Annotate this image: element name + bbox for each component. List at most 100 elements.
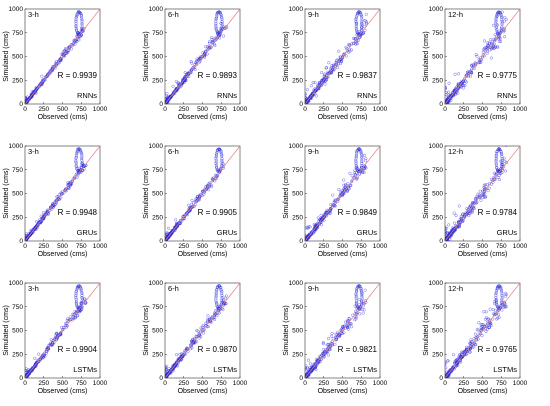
data-point bbox=[215, 288, 219, 292]
y-tick-label: 0 bbox=[159, 375, 163, 382]
data-point bbox=[354, 309, 358, 313]
x-tick-label: 750 bbox=[496, 243, 507, 250]
y-tick-label: 750 bbox=[432, 304, 443, 311]
data-point bbox=[218, 306, 222, 310]
data-point bbox=[27, 97, 31, 101]
x-tick-label: 250 bbox=[458, 106, 469, 113]
data-point bbox=[219, 150, 223, 154]
model-label: GRUs bbox=[497, 228, 518, 237]
data-point bbox=[25, 96, 28, 100]
x-tick-label: 1000 bbox=[93, 106, 108, 113]
data-point bbox=[32, 227, 36, 231]
data-point bbox=[219, 165, 223, 169]
data-point bbox=[54, 60, 58, 64]
data-point bbox=[167, 226, 171, 230]
x-tick-label: 500 bbox=[197, 106, 208, 113]
data-point bbox=[504, 146, 508, 147]
data-point bbox=[322, 215, 326, 219]
data-point bbox=[309, 84, 314, 88]
x-tick-label: 250 bbox=[458, 380, 469, 387]
x-axis-label: Observed (cms) bbox=[38, 388, 88, 395]
data-point bbox=[360, 16, 364, 20]
data-point bbox=[220, 153, 224, 157]
data-point bbox=[467, 211, 471, 215]
data-point bbox=[224, 24, 228, 28]
y-tick-label: 1000 bbox=[429, 280, 444, 287]
data-point bbox=[355, 151, 359, 155]
r-value-label: R = 0.9870 bbox=[198, 345, 238, 354]
data-point bbox=[196, 329, 200, 333]
data-point bbox=[494, 291, 498, 296]
data-point bbox=[314, 88, 318, 92]
data-point bbox=[341, 328, 345, 332]
data-point bbox=[41, 355, 46, 359]
data-point bbox=[494, 151, 498, 155]
data-point bbox=[461, 219, 465, 223]
data-point bbox=[321, 342, 325, 346]
y-axis-label: Simulated (cms) bbox=[3, 31, 10, 82]
data-point bbox=[325, 75, 329, 79]
one-to-one-line bbox=[164, 145, 241, 242]
data-point bbox=[453, 72, 457, 76]
y-tick-label: 1000 bbox=[9, 6, 24, 13]
data-point bbox=[172, 364, 176, 368]
data-point bbox=[472, 336, 476, 341]
data-point bbox=[305, 225, 309, 229]
model-label: LSTMs bbox=[213, 365, 237, 374]
data-point bbox=[167, 366, 171, 370]
y-tick-label: 750 bbox=[152, 304, 163, 311]
data-point bbox=[204, 187, 208, 191]
data-point bbox=[214, 155, 218, 159]
data-point bbox=[64, 321, 68, 325]
lead-time-label: 12-h bbox=[448, 284, 463, 293]
data-point bbox=[165, 372, 167, 376]
data-point bbox=[205, 52, 209, 56]
data-point bbox=[165, 231, 169, 235]
data-point bbox=[355, 175, 359, 179]
data-point bbox=[220, 23, 224, 27]
lead-time-label: 9-h bbox=[308, 147, 319, 156]
data-point bbox=[495, 287, 499, 291]
x-tick-label: 1000 bbox=[513, 243, 528, 250]
data-point bbox=[494, 172, 498, 176]
y-tick-label: 250 bbox=[292, 214, 303, 221]
x-tick-label: 500 bbox=[477, 380, 488, 387]
data-point bbox=[469, 338, 473, 342]
data-point bbox=[360, 25, 364, 29]
data-point bbox=[495, 303, 499, 307]
y-tick-label: 500 bbox=[292, 191, 303, 198]
data-point bbox=[502, 157, 506, 161]
data-point bbox=[494, 297, 498, 301]
data-point bbox=[361, 311, 365, 315]
data-point bbox=[56, 194, 60, 198]
data-point bbox=[38, 357, 42, 361]
data-point bbox=[360, 300, 364, 304]
data-point bbox=[75, 314, 79, 318]
data-point bbox=[75, 151, 79, 155]
data-point bbox=[456, 82, 460, 86]
data-point bbox=[165, 233, 167, 237]
x-tick-label: 0 bbox=[303, 243, 307, 250]
y-tick-label: 500 bbox=[292, 328, 303, 335]
x-tick-label: 500 bbox=[57, 243, 68, 250]
y-axis-label: Simulated (cms) bbox=[283, 31, 290, 82]
y-axis-label: Simulated (cms) bbox=[3, 305, 10, 356]
data-point bbox=[473, 61, 477, 65]
x-tick-label: 0 bbox=[23, 243, 27, 250]
data-point bbox=[465, 352, 469, 356]
y-tick-label: 500 bbox=[152, 54, 163, 61]
data-point bbox=[470, 201, 474, 205]
x-tick-label: 750 bbox=[496, 380, 507, 387]
data-point bbox=[308, 365, 312, 369]
data-point bbox=[74, 39, 78, 43]
data-point bbox=[223, 26, 227, 30]
data-point bbox=[357, 147, 361, 151]
data-point bbox=[500, 153, 504, 157]
data-point bbox=[80, 21, 84, 25]
data-point bbox=[342, 325, 346, 329]
data-point bbox=[183, 78, 187, 82]
data-point bbox=[491, 179, 495, 183]
data-point bbox=[359, 31, 363, 35]
data-point bbox=[456, 91, 460, 95]
data-point bbox=[220, 18, 224, 22]
